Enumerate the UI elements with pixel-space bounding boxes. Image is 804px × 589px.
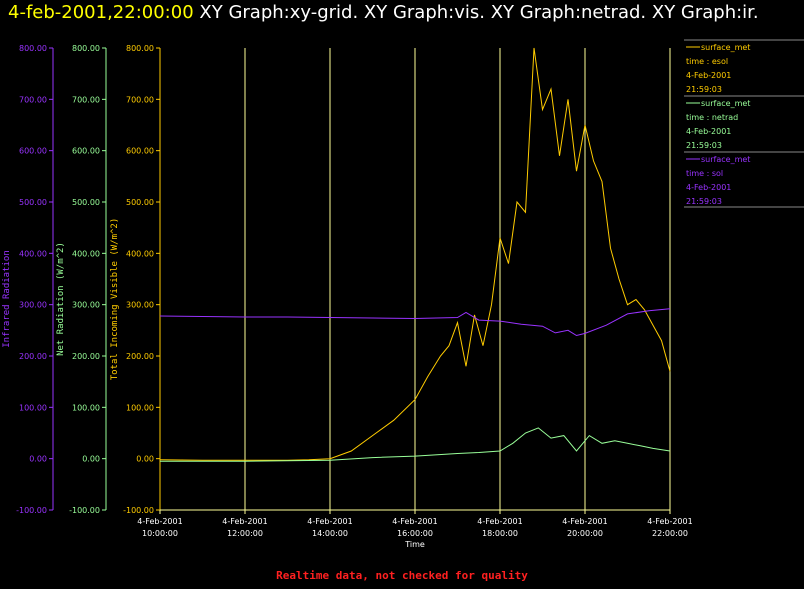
x-tick-time: 12:00:00 — [227, 529, 263, 538]
vis-tick-label: 700.00 — [126, 95, 154, 104]
vis-tick-label: 0.00 — [136, 455, 154, 464]
legend-text: 21:59:03 — [686, 141, 722, 150]
legend-text: surface_met — [701, 99, 750, 108]
x-axis-label: Time — [404, 540, 425, 549]
ir-tick-label: 700.00 — [19, 95, 47, 104]
legend-text: surface_met — [701, 43, 750, 52]
legend-text: 4-Feb-2001 — [686, 127, 731, 136]
quality-notice: Realtime data, not checked for quality — [276, 569, 528, 582]
vis-tick-label: 600.00 — [126, 147, 154, 156]
vis-tick-label: 100.00 — [126, 403, 154, 412]
x-tick-time: 10:00:00 — [142, 529, 178, 538]
x-tick-date: 4-Feb-2001 — [137, 517, 182, 526]
legend-text: time : sol — [686, 169, 723, 178]
vis-tick-label: -100.00 — [123, 506, 154, 515]
x-tick-date: 4-Feb-2001 — [562, 517, 607, 526]
chart-title: 4-feb-2001,22:00:00 XY Graph:xy-grid. XY… — [8, 2, 759, 23]
legend-text: 21:59:03 — [686, 197, 722, 206]
ir-tick-label: 400.00 — [19, 249, 47, 258]
ir-tick-label: 800.00 — [19, 44, 47, 53]
legend-text: time : netrad — [686, 113, 738, 122]
legend-text: surface_met — [701, 155, 750, 164]
vis-tick-label: 400.00 — [126, 249, 154, 258]
ir-tick-label: -100.00 — [16, 506, 47, 515]
netrad-tick-label: 800.00 — [72, 44, 100, 53]
title-graph-list: XY Graph:xy-grid. XY Graph:vis. XY Graph… — [199, 2, 759, 23]
ir-tick-label: 0.00 — [29, 455, 47, 464]
netrad-series-line — [160, 427, 671, 462]
ir-tick-label: 300.00 — [19, 301, 47, 310]
netrad-tick-label: 500.00 — [72, 198, 100, 207]
grid — [244, 48, 671, 510]
vis-tick-label: 300.00 — [126, 301, 154, 310]
vis-series-line — [159, 47, 671, 461]
legend-text: 4-Feb-2001 — [686, 71, 731, 80]
netrad-tick-label: 700.00 — [72, 95, 100, 104]
x-tick-time: 18:00:00 — [482, 529, 518, 538]
ir-tick-label: 100.00 — [19, 403, 47, 412]
x-tick-time: 14:00:00 — [312, 529, 348, 538]
title-datetime: 4-feb-2001,22:00:00 — [8, 2, 194, 23]
netrad-tick-label: -100.00 — [69, 506, 100, 515]
ir-tick-label: 600.00 — [19, 147, 47, 156]
netrad-tick-label: 300.00 — [72, 301, 100, 310]
plot-series — [159, 47, 671, 462]
ir-tick-label: 200.00 — [19, 352, 47, 361]
vis-tick-label: 800.00 — [126, 44, 154, 53]
x-tick-date: 4-Feb-2001 — [222, 517, 267, 526]
netrad-tick-label: 200.00 — [72, 352, 100, 361]
x-tick-time: 20:00:00 — [567, 529, 603, 538]
vis-tick-label: 200.00 — [126, 352, 154, 361]
netrad-tick-label: 0.00 — [82, 455, 100, 464]
vis-tick-label: 500.00 — [126, 198, 154, 207]
x-tick-date: 4-Feb-2001 — [647, 517, 692, 526]
netrad-tick-label: 400.00 — [72, 249, 100, 258]
vis-axis-label: Total Incoming Visible (W/m^2) — [110, 218, 120, 381]
x-tick-date: 4-Feb-2001 — [307, 517, 352, 526]
x-axis: 4-Feb-2001 10:00:00 4-Feb-2001 12:00:00 4-Fe… — [137, 509, 693, 549]
netrad-tick-label: 100.00 — [72, 403, 100, 412]
x-tick-date: 4-Feb-2001 — [477, 517, 522, 526]
legend-text: time : esol — [686, 57, 728, 66]
legend-text: 21:59:03 — [686, 85, 722, 94]
ir-series-line — [159, 308, 671, 337]
x-tick-date: 4-Feb-2001 — [392, 517, 437, 526]
y-axes: -100.00 0.00 100.00 200.00 300.00 400.00 500.0… — [2, 44, 161, 515]
netrad-axis-label: Net Radiation (W/m^2) — [56, 242, 66, 356]
x-tick-time: 22:00:00 — [652, 529, 688, 538]
ir-tick-label: 500.00 — [19, 198, 47, 207]
ir-axis-label: Infrared Radiation — [2, 250, 12, 348]
netrad-tick-label: 600.00 — [72, 147, 100, 156]
x-tick-time: 16:00:00 — [397, 529, 433, 538]
legend-text: 4-Feb-2001 — [686, 183, 731, 192]
